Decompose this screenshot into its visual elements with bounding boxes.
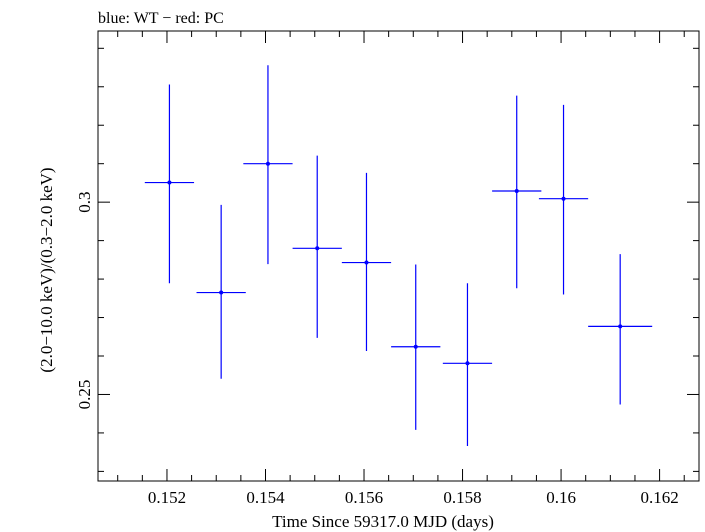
plot-frame [97,30,700,482]
data-point [538,104,589,295]
x-tick-label: 0.158 [443,488,481,507]
point-marker [514,189,519,193]
point-marker [167,180,172,185]
data-point [196,204,246,379]
chart-title: blue: WT − red: PC [98,10,224,27]
x-tick-label: 0.152 [148,488,186,507]
point-marker [315,246,320,251]
x-tick-labels: 0.152 0.154 0.156 0.158 0.16 0.162 [148,488,679,507]
data-point [292,155,342,338]
x-tick-label: 0.156 [345,488,383,507]
y-tick-label: 0.25 [75,380,94,410]
y-tick-labels: 0.25 0.3 [75,192,94,410]
data-point [391,264,441,430]
x-axis-label: Time Since 59317.0 MJD (days) [272,512,494,531]
point-marker [465,361,470,366]
point-marker [561,196,566,201]
data-point [341,172,392,351]
axis-ticks [98,31,699,481]
point-marker [364,260,369,265]
data-point [492,95,542,289]
x-tick-label: 0.154 [246,488,285,507]
point-marker [413,344,418,349]
y-tick-label: 0.3 [75,192,94,213]
x-tick-label: 0.16 [546,488,576,507]
data-point [243,65,293,265]
point-marker [219,290,224,295]
point-marker [618,324,623,329]
y-axis-label: (2.0−10.0 keV)/(0.3−2.0 keV) [37,167,56,372]
data-point [588,254,653,405]
data-point [144,84,195,284]
point-marker [265,161,270,166]
data-points [144,65,653,446]
data-point [442,283,493,446]
x-tick-label: 0.162 [640,488,678,507]
